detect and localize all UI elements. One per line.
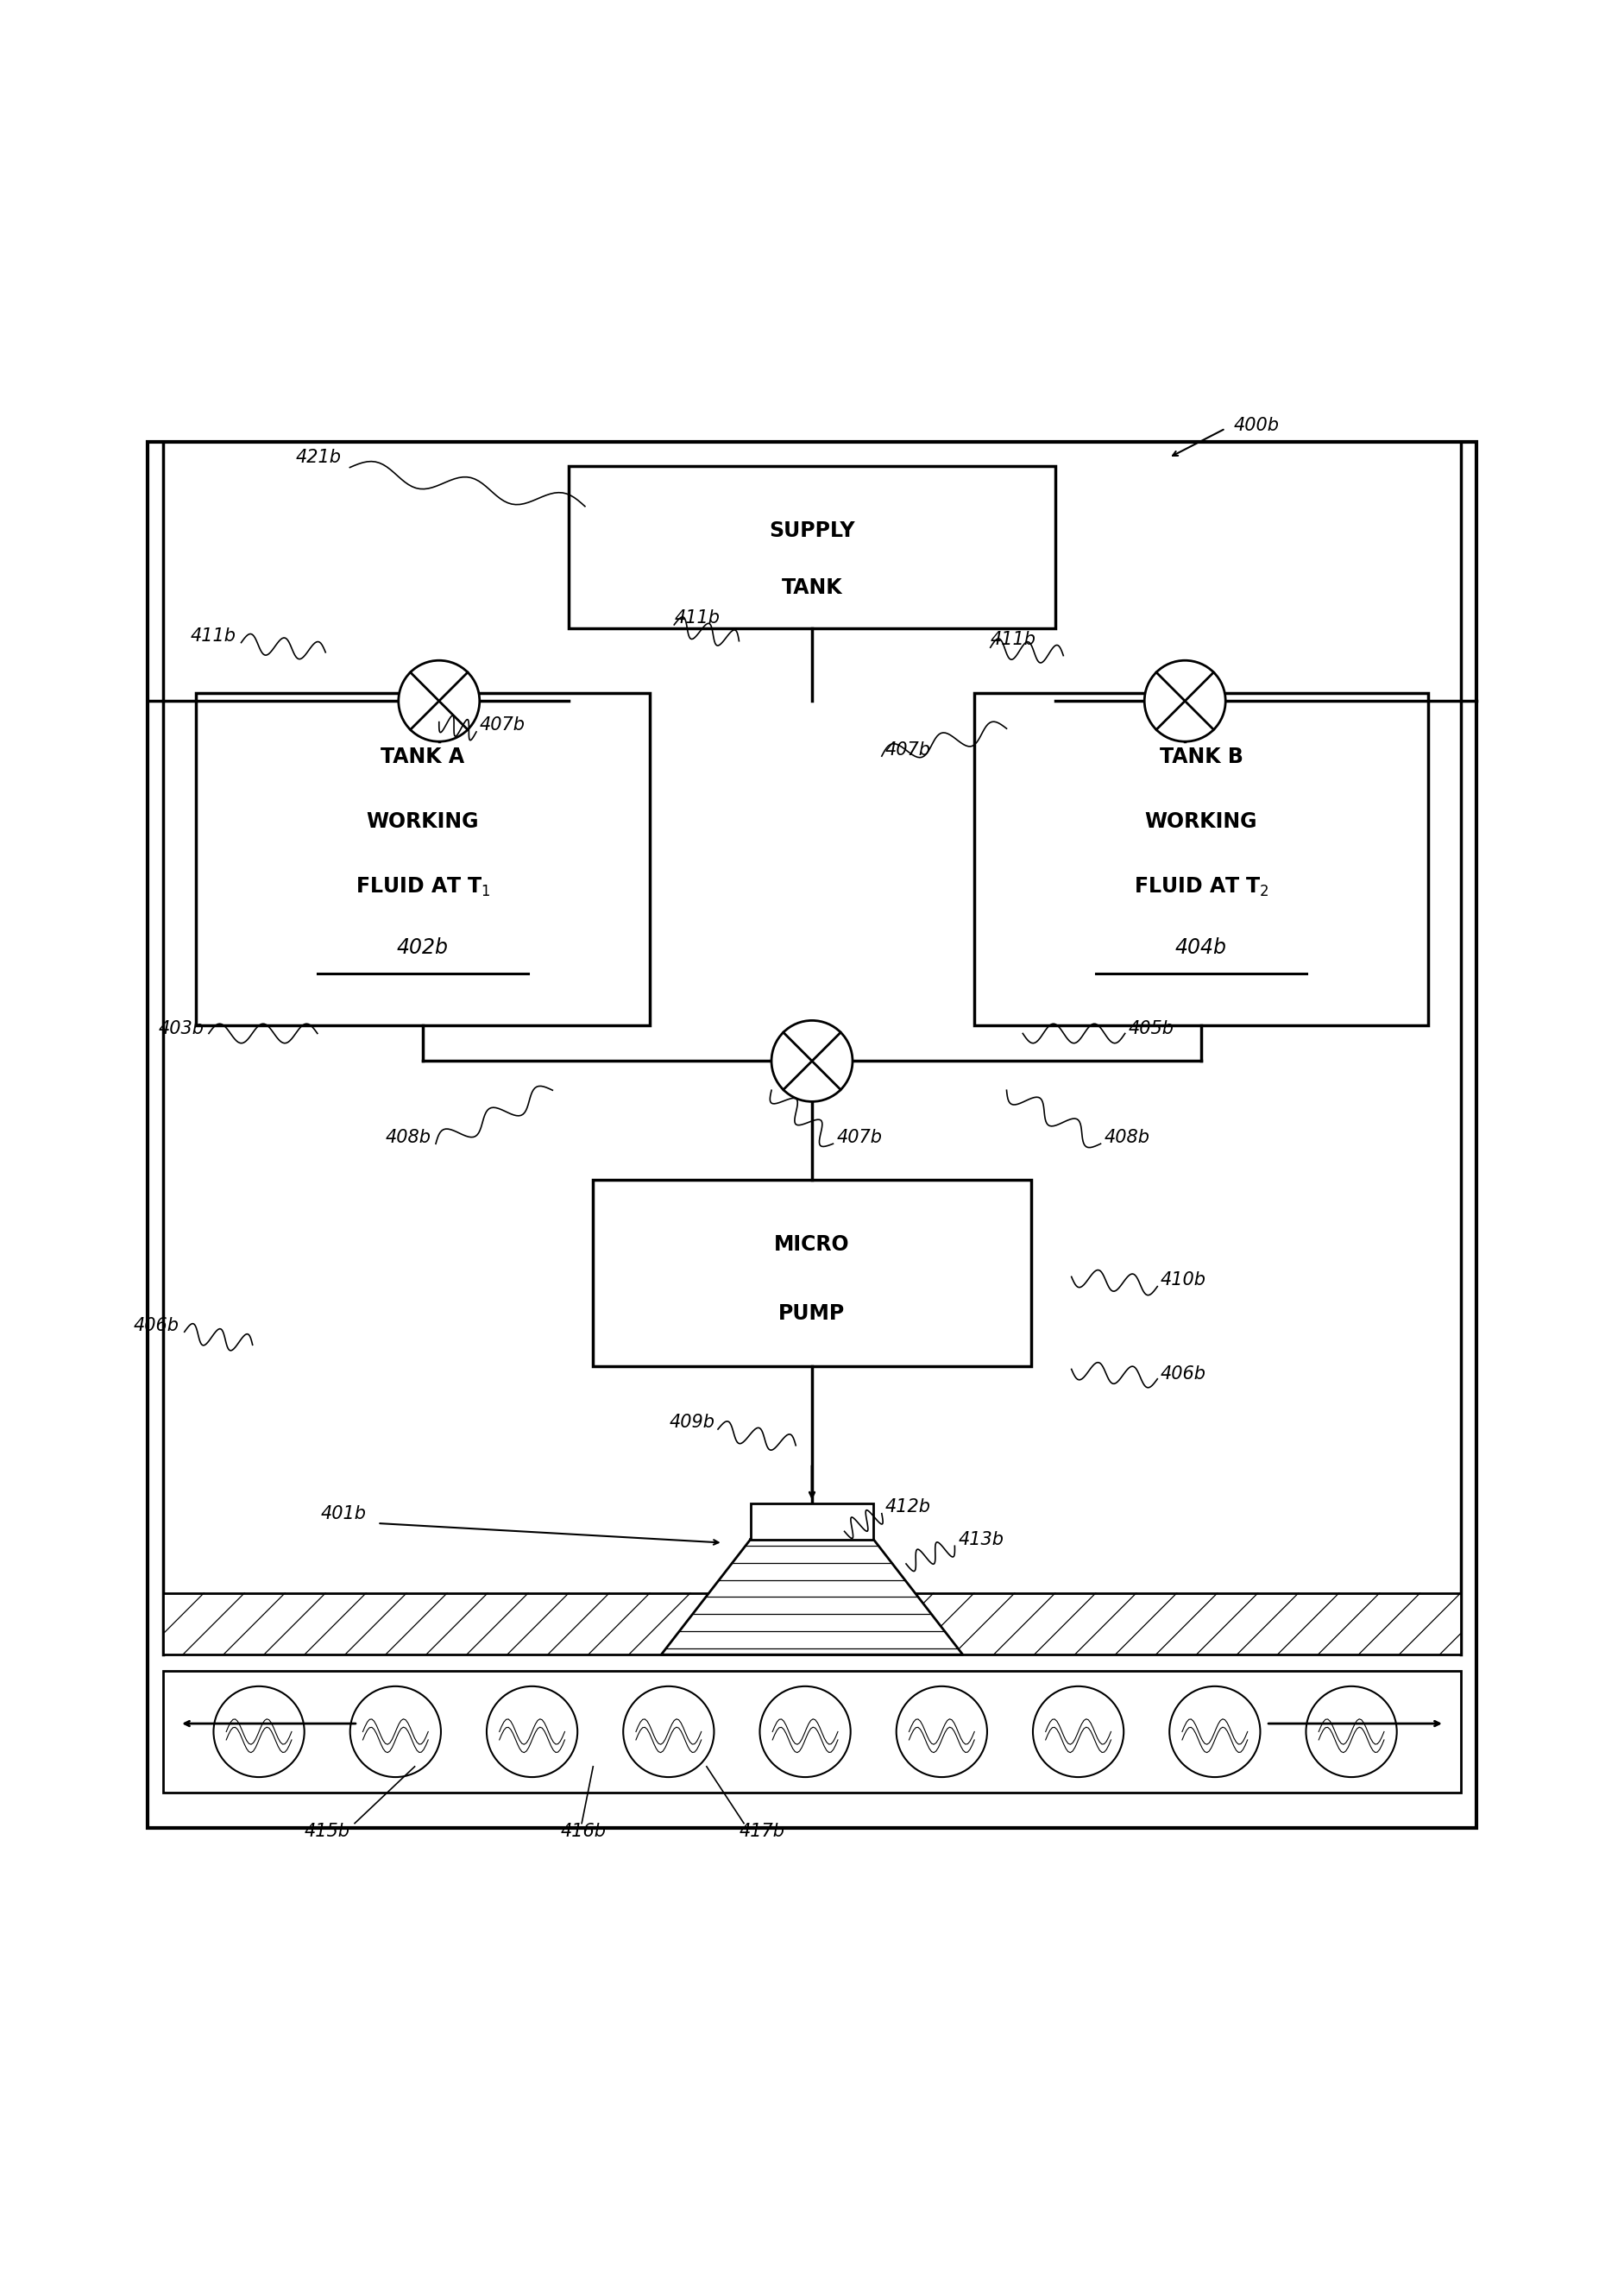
Text: 407b: 407b [479,716,525,734]
Polygon shape [661,1539,963,1654]
Text: 400b: 400b [1234,418,1280,434]
Text: 411b: 411b [674,610,719,626]
Text: 406b: 406b [133,1317,180,1335]
Text: TANK B: TANK B [1160,746,1242,766]
Text: 409b: 409b [669,1413,715,1431]
Text: TANK: TANK [781,578,843,599]
Text: WORKING: WORKING [367,812,479,833]
Text: MICRO: MICRO [775,1234,849,1255]
Text: 416b: 416b [560,1824,606,1840]
Text: 411b: 411b [991,631,1036,647]
Circle shape [771,1021,853,1101]
FancyBboxPatch shape [164,1670,1460,1792]
FancyBboxPatch shape [568,466,1056,629]
FancyBboxPatch shape [148,440,1476,1828]
Text: 403b: 403b [158,1021,205,1037]
Text: 410b: 410b [1161,1271,1207,1289]
Text: TANK A: TANK A [382,746,464,766]
Text: 402b: 402b [396,938,448,959]
Text: 406b: 406b [1161,1365,1207,1383]
Text: 421b: 421b [296,450,341,466]
Text: 405b: 405b [1129,1021,1174,1037]
Text: 408b: 408b [1104,1129,1150,1147]
FancyBboxPatch shape [974,693,1427,1025]
Text: 415b: 415b [304,1824,349,1840]
Circle shape [398,661,479,741]
Text: 417b: 417b [739,1824,784,1840]
Text: PUMP: PUMP [778,1303,846,1324]
Text: 407b: 407b [885,741,931,759]
Text: FLUID AT T$_1$: FLUID AT T$_1$ [356,876,490,899]
Text: 404b: 404b [1176,938,1228,959]
Text: SUPPLY: SUPPLY [770,521,854,541]
Text: FLUID AT T$_2$: FLUID AT T$_2$ [1134,876,1268,899]
Text: 408b: 408b [385,1129,430,1147]
Text: 401b: 401b [320,1505,365,1523]
FancyBboxPatch shape [164,1592,1460,1654]
FancyBboxPatch shape [197,693,650,1025]
FancyBboxPatch shape [593,1179,1031,1365]
FancyBboxPatch shape [750,1505,874,1539]
Circle shape [1145,661,1226,741]
Text: WORKING: WORKING [1145,812,1257,833]
Text: 411b: 411b [190,629,237,645]
Text: 413b: 413b [958,1530,1004,1548]
Text: 407b: 407b [836,1129,882,1147]
Text: 412b: 412b [885,1498,931,1516]
